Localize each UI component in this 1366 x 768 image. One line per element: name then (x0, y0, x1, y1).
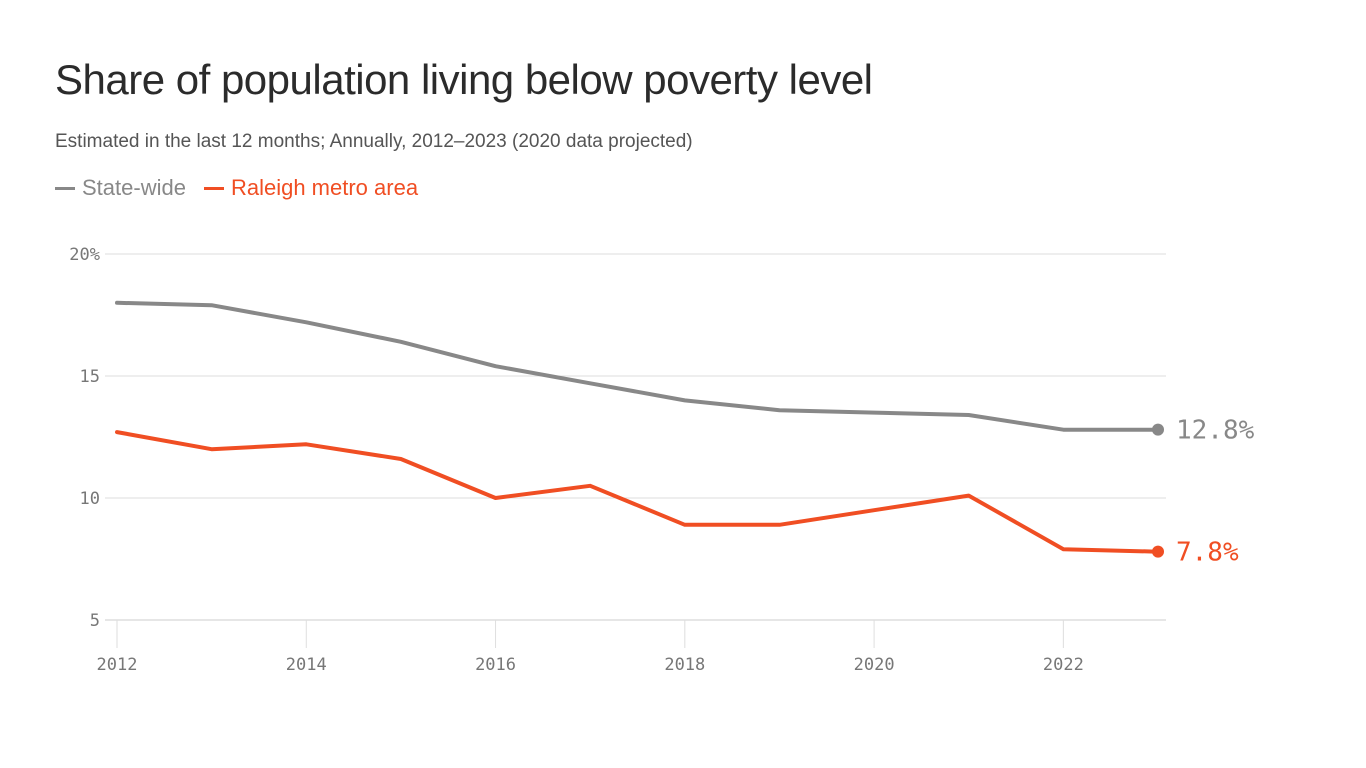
y-tick-label: 10 (80, 489, 100, 509)
x-tick-label: 2016 (475, 655, 516, 675)
series-end-label-state-wide: 12.8% (1176, 416, 1255, 446)
y-tick-label: 20% (69, 245, 100, 265)
x-tick-label: 2020 (854, 655, 895, 675)
legend-swatch-raleigh (203, 186, 224, 190)
x-tick-label: 2012 (97, 655, 138, 675)
series-end-point-raleigh (1152, 545, 1164, 558)
chart-legend: State-wide Raleigh metro area (55, 175, 418, 201)
series-end-point-state-wide (1152, 423, 1164, 436)
chart-subtitle: Estimated in the last 12 months; Annuall… (55, 131, 693, 152)
legend-swatch-state-wide (55, 186, 75, 190)
series-end-label-raleigh: 7.8% (1176, 538, 1239, 568)
legend-item-raleigh: Raleigh metro area (203, 175, 419, 201)
chart-title: Share of population living below poverty… (55, 56, 873, 103)
series-line-state-wide (115, 300, 1160, 432)
y-tick-label: 5 (90, 611, 100, 631)
y-tick-label: 15 (80, 367, 100, 387)
x-tick-label: 2022 (1043, 655, 1084, 675)
x-tick-label: 2014 (286, 655, 327, 675)
series-line-raleigh (115, 430, 1160, 554)
x-tick-label: 2018 (664, 655, 705, 675)
legend-label-raleigh: Raleigh metro area (230, 175, 419, 200)
legend-label-state-wide: State-wide (82, 175, 186, 200)
legend-item-state-wide: State-wide (55, 175, 186, 201)
